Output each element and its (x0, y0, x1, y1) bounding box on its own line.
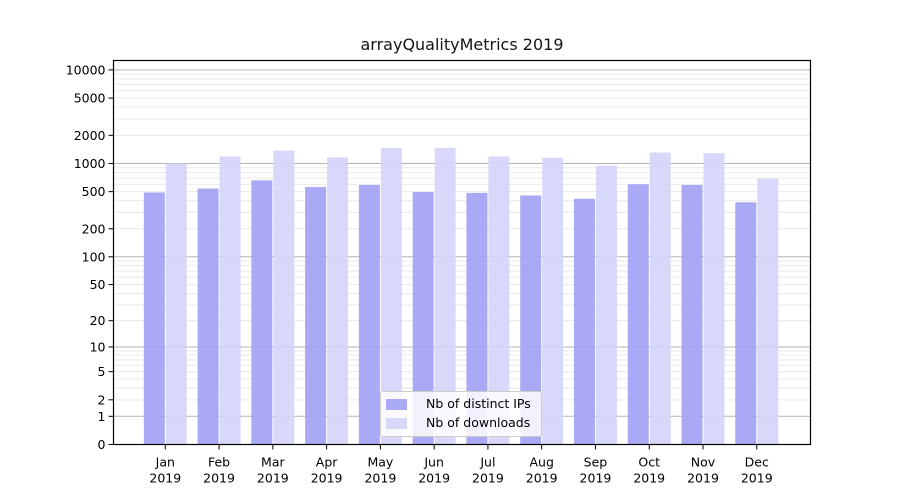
bar-distinct-ips-mar (251, 180, 273, 445)
x-tick-label-month: Nov (691, 455, 716, 470)
y-tick-label: 50 (90, 277, 106, 292)
y-tick-label: 5 (98, 364, 106, 379)
bar-distinct-ips-dec (735, 202, 757, 445)
bar-downloads-dec (757, 178, 779, 445)
y-tick-label: 500 (82, 184, 106, 199)
plot-border (112, 59, 812, 446)
x-axis: Jan2019Feb2019Mar2019Apr2019May2019Jun20… (149, 444, 773, 486)
x-tick-label-year: 2019 (633, 471, 665, 486)
x-tick-label-month: Feb (208, 455, 230, 470)
y-axis: 0 1 2 5 10 20 50 100 200 500 1000 2000 5000 10000 (66, 62, 114, 452)
x-tick-label-year: 2019 (203, 471, 235, 486)
x-tick-label-month: Oct (638, 455, 660, 470)
bar-downloads-apr (327, 157, 349, 445)
x-tick-label-month: Jul (479, 455, 495, 470)
legend-item-downloads: Nb of downloads (386, 417, 541, 430)
x-tick-label-year: 2019 (149, 471, 181, 486)
chart-legend: Nb of distinct IPs Nb of downloads (380, 391, 542, 437)
y-tick-label: 10000 (66, 62, 106, 77)
x-tick-label-month: Dec (745, 455, 769, 470)
bar-downloads-jun (434, 147, 456, 445)
bar-distinct-ips-sep (573, 198, 595, 445)
bar-downloads-jan (165, 163, 187, 445)
bar-distinct-ips-apr (305, 187, 327, 445)
legend-swatch-distinct-ips (386, 399, 407, 411)
bar-downloads-jul (488, 156, 510, 445)
y-tick-label: 10 (90, 339, 106, 354)
bar-distinct-ips-jun (412, 192, 434, 445)
bar-distinct-ips-feb (197, 188, 219, 445)
y-tick-label: 2000 (74, 128, 106, 143)
bar-downloads-may (380, 147, 402, 445)
chart-title: arrayQualityMetrics 2019 (360, 35, 564, 54)
x-tick-label-year: 2019 (526, 471, 558, 486)
x-tick-label-year: 2019 (257, 471, 289, 486)
y-tick-label: 200 (82, 221, 106, 236)
bar-distinct-ips-jul (466, 192, 488, 445)
x-tick-label-year: 2019 (418, 471, 450, 486)
x-tick-label-month: Jun (423, 455, 444, 470)
bar-distinct-ips-nov (681, 184, 703, 445)
x-tick-label-year: 2019 (580, 471, 612, 486)
legend-swatch-downloads (386, 417, 407, 429)
bar-distinct-ips-oct (627, 184, 649, 445)
legend-label-downloads: Nb of downloads (426, 415, 531, 431)
bar-distinct-ips-aug (520, 195, 542, 445)
bar-downloads-oct (649, 152, 671, 445)
bar-downloads-aug (542, 157, 564, 445)
x-tick-label-month: May (367, 455, 393, 470)
bar-downloads-mar (273, 150, 295, 445)
x-tick-label-year: 2019 (364, 471, 396, 486)
y-tick-label: 1000 (74, 156, 106, 171)
y-tick-label: 5000 (74, 91, 106, 106)
x-tick-label-month: Mar (261, 455, 285, 470)
x-tick-label-month: Jan (155, 455, 175, 470)
bar-downloads-sep (595, 165, 617, 445)
bar-downloads-nov (703, 153, 725, 445)
x-tick-label-month: Sep (584, 455, 608, 470)
x-tick-label-year: 2019 (311, 471, 343, 486)
x-tick-label-month: Apr (316, 455, 338, 470)
legend-label-distinct-ips: Nb of distinct IPs (426, 396, 531, 412)
y-tick-label: 0 (98, 437, 106, 452)
y-tick-label: 2 (98, 392, 106, 407)
bar-distinct-ips-may (358, 184, 380, 445)
x-tick-label-year: 2019 (741, 471, 773, 486)
legend-item-distinct-ips: Nb of distinct IPs (386, 398, 541, 411)
bars-group (143, 147, 779, 445)
x-tick-label-month: Aug (529, 455, 553, 470)
x-tick-label-year: 2019 (687, 471, 719, 486)
y-tick-label: 20 (90, 313, 106, 328)
bar-distinct-ips-jan (143, 192, 165, 445)
y-tick-label: 1 (98, 409, 106, 424)
bar-downloads-feb (219, 156, 241, 445)
x-tick-label-year: 2019 (472, 471, 504, 486)
y-tick-label: 100 (82, 249, 106, 264)
